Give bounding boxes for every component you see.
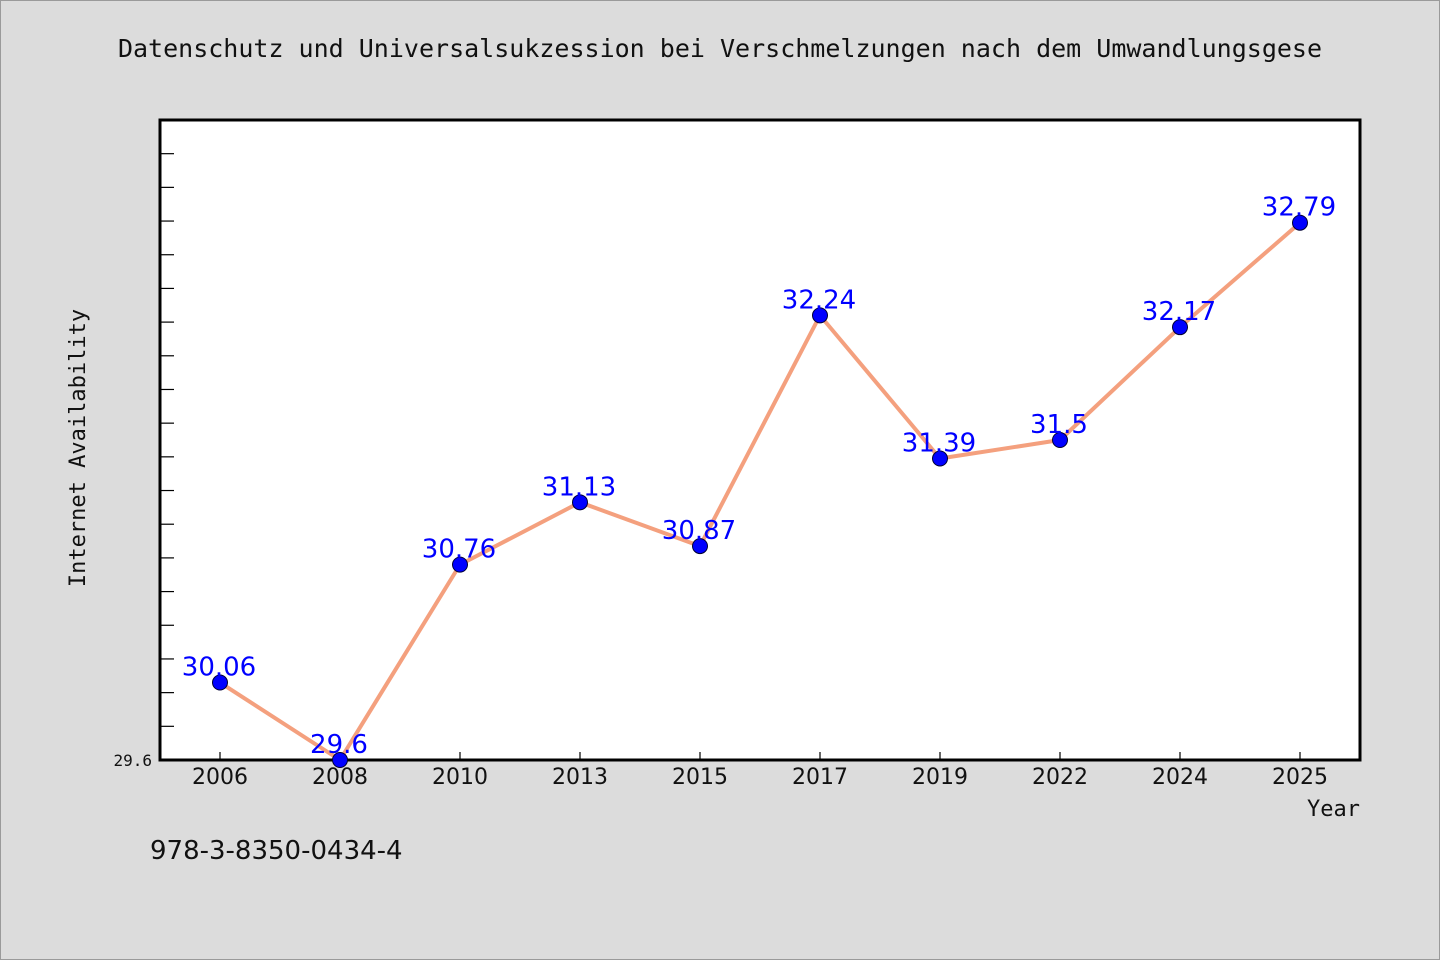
data-point: [812, 307, 828, 324]
x-tick-label: 2022: [1032, 765, 1088, 790]
data-label: 31.39: [902, 429, 976, 459]
y-axis-label: Internet Availability: [66, 309, 91, 587]
x-tick-label: 2024: [1152, 765, 1208, 790]
data-label: 31.13: [542, 472, 616, 502]
data-label: 32.79: [1262, 193, 1336, 223]
x-tick-label: 2019: [912, 765, 968, 790]
data-point: [332, 752, 348, 768]
x-tick-label: 2006: [192, 765, 248, 790]
data-label: 32.17: [1142, 297, 1216, 327]
data-point: [692, 538, 708, 555]
data-point: [1172, 319, 1188, 336]
data-point: [932, 450, 948, 467]
isbn-text: 978-3-8350-0434-4: [150, 836, 403, 866]
x-tick-label: 2017: [792, 765, 848, 790]
data-point: [1292, 214, 1308, 231]
data-label: 31.5: [1030, 410, 1088, 440]
series-line: [218, 221, 1302, 762]
x-tick-label: 2015: [672, 765, 728, 790]
x-tick-label: 2013: [552, 765, 608, 790]
data-label: 30.87: [662, 516, 736, 546]
data-point: [1052, 432, 1068, 448]
chart-title: Datenschutz und Universalsukzession bei …: [117, 34, 1323, 63]
data-label: 29.6: [310, 730, 368, 760]
y-tick-label: 29.6: [113, 751, 152, 770]
data-label: 30.06: [182, 653, 256, 683]
x-tick-label: 2010: [432, 765, 488, 790]
data-point: [212, 674, 228, 691]
plot-area: [158, 118, 1362, 762]
x-tick-label: 2008: [312, 765, 368, 790]
data-point: [452, 556, 468, 573]
data-point: [572, 494, 588, 511]
data-label: 30.76: [422, 535, 496, 565]
x-tick-label: 2025: [1272, 765, 1328, 790]
x-axis-label: Year: [1307, 797, 1360, 822]
data-label: 32.24: [782, 285, 856, 315]
